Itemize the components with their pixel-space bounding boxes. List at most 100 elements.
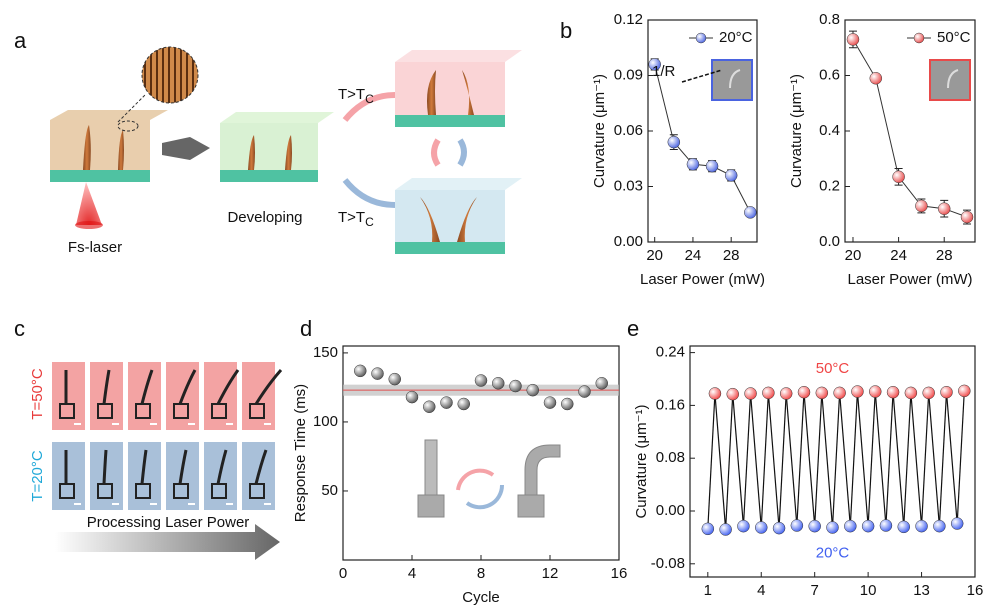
marker: [893, 171, 905, 183]
y-axis-label: Curvature (μm⁻¹): [633, 404, 650, 518]
inset-label: 1/R: [652, 63, 676, 80]
x-tick-label: 7: [811, 582, 819, 599]
inset: [712, 60, 752, 100]
marker: [727, 388, 739, 400]
y-tick-label: 50: [321, 482, 338, 499]
cycle-line: [833, 393, 840, 528]
cycle-line: [911, 393, 922, 526]
marker: [915, 200, 927, 212]
cycle-line: [751, 394, 762, 528]
label: Developing: [227, 209, 302, 226]
cycle-line: [733, 394, 744, 526]
marker: [958, 385, 970, 397]
marker: [870, 72, 882, 84]
label: T>TC: [338, 209, 374, 229]
tile-beam: [104, 450, 106, 484]
marker: [706, 160, 718, 172]
marker: [816, 387, 828, 399]
series-annotation: 20°C: [816, 544, 850, 561]
marker: [933, 520, 945, 532]
tile: [52, 362, 85, 430]
cycle-line: [875, 392, 886, 526]
y-tick-label: 0.2: [819, 177, 840, 194]
label: Fs-laser: [68, 239, 122, 256]
y-tick-label: 0.08: [656, 449, 685, 466]
plot-frame: [845, 20, 975, 242]
x-tick-label: 0: [339, 565, 347, 582]
marker: [668, 136, 680, 148]
figure: a b c d e Fs-laser Developing T>TC T>TC …: [0, 0, 986, 606]
y-tick-label: 0.06: [614, 122, 643, 139]
inset: [418, 440, 560, 517]
y-tick-label: 0.09: [614, 66, 643, 83]
x-axis-label: Laser Power (mW): [640, 271, 765, 288]
y-tick-label: 0.8: [819, 11, 840, 28]
marker: [851, 386, 863, 398]
micrographs: [52, 362, 281, 510]
label: T>TC: [338, 86, 374, 106]
cycle-line: [947, 392, 958, 523]
marker: [354, 365, 366, 377]
y-tick-label: 0.00: [614, 233, 643, 250]
y-axis-label: Curvature (μm⁻¹): [591, 74, 608, 188]
marker: [372, 368, 384, 380]
marker: [844, 520, 856, 532]
x-tick-label: 13: [913, 582, 930, 599]
caption: Processing Laser Power: [87, 514, 250, 531]
y-tick-label: 0.03: [614, 177, 643, 194]
cycle-line: [857, 392, 868, 527]
tile: [52, 442, 85, 510]
marker: [687, 158, 699, 170]
y-tick-label: 0.6: [819, 66, 840, 83]
marker: [780, 388, 792, 400]
x-tick-label: 4: [408, 565, 416, 582]
label: C: [365, 215, 374, 229]
cycle-line: [715, 394, 726, 530]
x-tick-label: 24: [890, 247, 907, 264]
y-tick-label: 100: [313, 413, 338, 430]
cycle-line: [850, 392, 857, 527]
label: T>T: [338, 86, 365, 103]
x-tick-label: 16: [967, 582, 984, 599]
legend-label: 20°C: [719, 29, 753, 46]
marker: [709, 388, 721, 400]
marker: [809, 520, 821, 532]
marker: [544, 397, 556, 409]
marker: [898, 521, 910, 533]
inset: [930, 60, 970, 100]
cycle-line: [822, 393, 833, 528]
cycle-line: [904, 393, 911, 527]
y-tick-label: 0.0: [819, 233, 840, 250]
marker: [596, 377, 608, 389]
marker: [905, 387, 917, 399]
marker: [755, 522, 767, 534]
marker: [579, 386, 591, 398]
cycle-line: [797, 392, 804, 525]
y-tick-label: 0.12: [614, 11, 643, 28]
marker: [941, 386, 953, 398]
marker: [798, 386, 810, 398]
marker: [762, 387, 774, 399]
plot-frame: [690, 346, 975, 577]
marker: [492, 377, 504, 389]
y-axis-label: Curvature (μm⁻¹): [788, 74, 805, 188]
marker: [916, 520, 928, 532]
cycle-line: [804, 392, 815, 526]
marker: [527, 384, 539, 396]
label: T>T: [338, 209, 365, 226]
marker: [720, 523, 732, 535]
y-tick-label: 0.00: [656, 502, 685, 519]
cycle-line: [708, 394, 715, 529]
marker: [862, 520, 874, 532]
marker: [938, 203, 950, 215]
x-axis-label: Laser Power (mW): [847, 271, 972, 288]
marker: [389, 373, 401, 385]
y-tick-label: 0.16: [656, 396, 685, 413]
x-axis-label: Cycle: [462, 589, 500, 606]
cycle-line: [840, 393, 851, 526]
marker: [744, 206, 756, 218]
marker: [773, 522, 785, 534]
x-tick-label: 1: [704, 582, 712, 599]
legend-label: 50°C: [937, 29, 971, 46]
x-tick-label: 24: [685, 247, 702, 264]
